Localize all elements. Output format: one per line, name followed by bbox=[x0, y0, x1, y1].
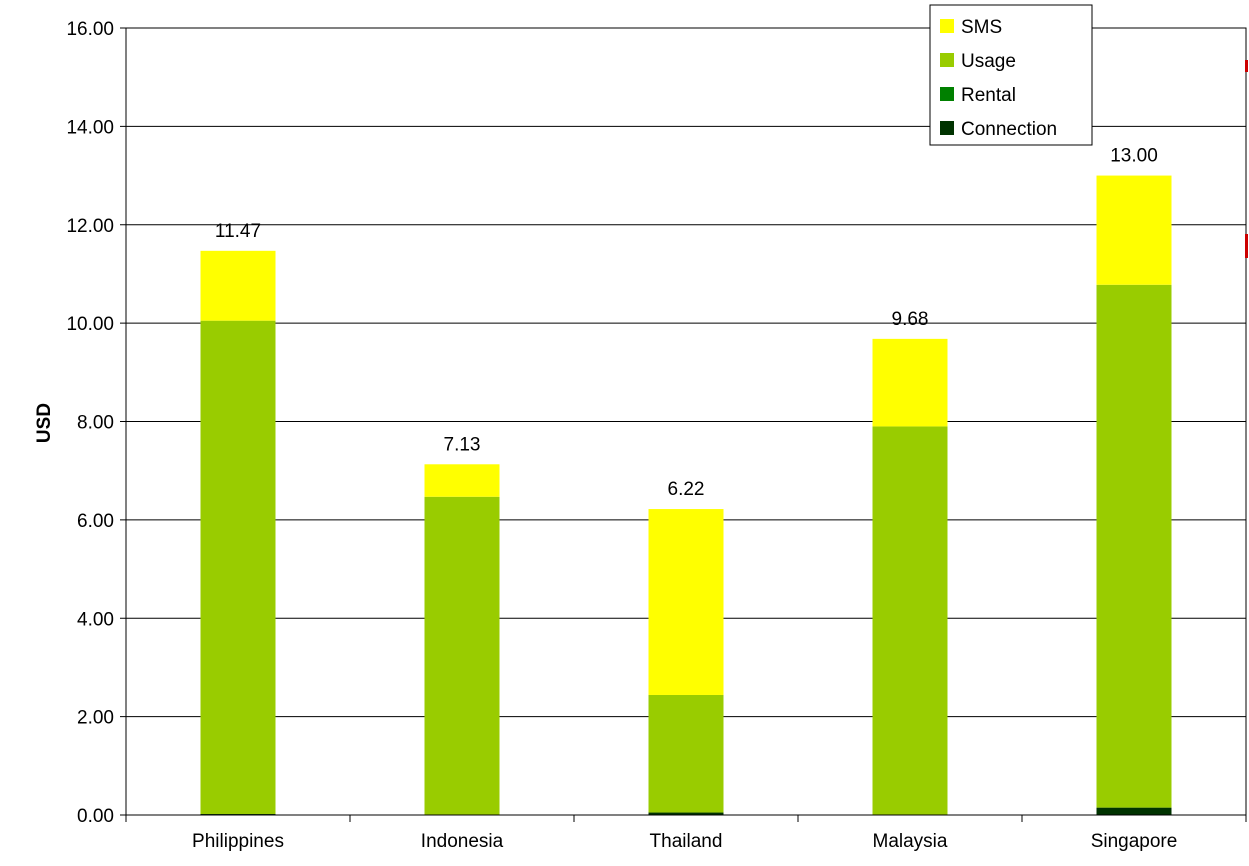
legend: SMS Usage Rental Connection bbox=[929, 4, 1093, 146]
axes bbox=[120, 27, 1247, 822]
y-tick-label: 0.00 bbox=[77, 806, 114, 827]
bars bbox=[200, 175, 1172, 815]
y-tick-label: 2.00 bbox=[77, 708, 114, 729]
x-tick-label: Singapore bbox=[1091, 831, 1178, 852]
x-tick-label: Thailand bbox=[650, 831, 723, 852]
legend-items: SMS Usage Rental Connection bbox=[940, 17, 1057, 140]
bar-segment-sms bbox=[1096, 175, 1172, 285]
legend-swatch-sms bbox=[940, 19, 954, 33]
legend-label: SMS bbox=[961, 17, 1002, 38]
legend-swatch-rental bbox=[940, 87, 954, 101]
labels: 0.00 2.00 4.00 6.00 8.00 10.00 12.00 14.00 16.00… bbox=[66, 19, 1177, 852]
legend-swatch-usage bbox=[940, 53, 954, 67]
edge-mark bbox=[1245, 60, 1248, 72]
bar-segment-usage bbox=[648, 694, 724, 813]
bar-segment-usage bbox=[1096, 284, 1172, 808]
y-tick-label: 12.00 bbox=[66, 216, 114, 237]
legend-label: Usage bbox=[961, 51, 1016, 72]
y-tick-label: 8.00 bbox=[77, 413, 114, 434]
y-tick-label: 4.00 bbox=[77, 609, 114, 630]
total-label: 6.22 bbox=[668, 479, 705, 500]
bar-segment-usage bbox=[872, 426, 948, 815]
bar-segment-sms bbox=[648, 509, 724, 695]
total-label: 11.47 bbox=[215, 221, 261, 242]
y-tick-label: 16.00 bbox=[66, 19, 114, 40]
total-label: 7.13 bbox=[444, 434, 481, 455]
x-tick-label: Philippines bbox=[192, 831, 284, 852]
bar-segment-sms bbox=[200, 250, 276, 321]
y-tick-label: 14.00 bbox=[66, 117, 114, 138]
legend-label: Rental bbox=[961, 85, 1016, 106]
bar-segment-connection bbox=[1096, 807, 1172, 815]
legend-box bbox=[929, 4, 1093, 146]
plot-frame bbox=[125, 27, 1247, 816]
bar-segment-sms bbox=[872, 338, 948, 427]
edge-mark bbox=[1245, 234, 1248, 258]
bar-segment-usage bbox=[424, 496, 500, 815]
total-label: 13.00 bbox=[1110, 146, 1158, 167]
bar-segment-usage bbox=[200, 320, 276, 815]
bar-segment-connection bbox=[648, 812, 724, 815]
total-label: 9.68 bbox=[892, 309, 929, 330]
y-axis-title: USD bbox=[34, 403, 55, 443]
x-tick-label: Indonesia bbox=[421, 831, 504, 852]
y-tick-label: 10.00 bbox=[66, 314, 114, 335]
y-tick-label: 6.00 bbox=[77, 511, 114, 532]
legend-label: Connection bbox=[961, 119, 1057, 140]
legend-swatch-connection bbox=[940, 121, 954, 135]
bar-segment-sms bbox=[424, 464, 500, 497]
x-tick-label: Malaysia bbox=[873, 831, 948, 852]
